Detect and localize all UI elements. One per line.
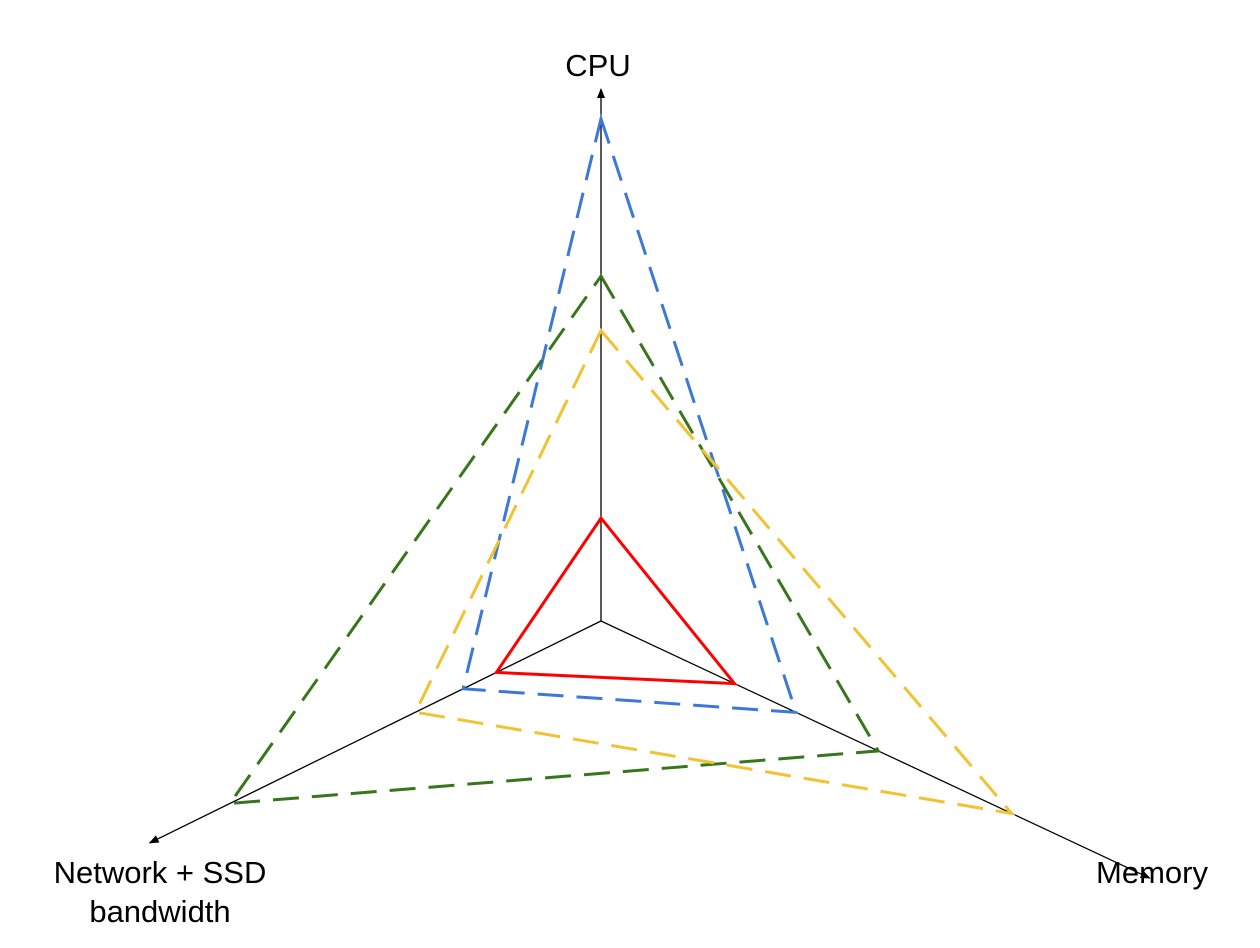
series-4-polygon	[413, 327, 1016, 816]
memory-axis-label-line: Memory	[1096, 855, 1208, 890]
axes-layer	[148, 88, 1151, 879]
network-axis-line	[148, 620, 602, 844]
cpu-axis-label: CPU	[565, 48, 630, 83]
series-3-polygon	[226, 273, 881, 806]
series-1-polygon	[493, 515, 738, 686]
cpu-axis-label-line: CPU	[565, 48, 630, 83]
network-axis-label-line: bandwidth	[89, 894, 230, 929]
labels-layer: CPU Memory Network + SSD bandwidth	[54, 48, 1209, 929]
memory-axis-line	[600, 620, 1151, 879]
memory-axis-label: Memory	[1096, 855, 1208, 890]
network-axis-label: Network + SSD bandwidth	[54, 855, 267, 929]
series-layer	[226, 113, 1016, 816]
network-axis-label-line: Network + SSD	[54, 855, 267, 890]
series-2-polygon	[461, 113, 799, 715]
